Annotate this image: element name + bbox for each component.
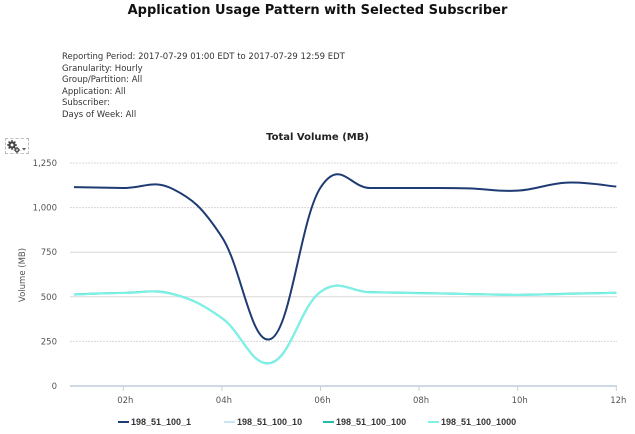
group-partition: Group/Partition: All [62,75,143,86]
x-axis: 02h 04h 06h 08h 10h 12h [117,386,626,406]
legend-label: 198_51_100_1000 [441,417,517,427]
legend-swatch [428,421,439,423]
legend-swatch [323,421,334,423]
reporting-period: Reporting Period: 2017-07-29 01:00 EDT t… [62,52,345,62]
svg-text:04h: 04h [216,396,232,406]
report-parameters: Reporting Period: 2017-07-29 01:00 EDT t… [62,52,345,122]
legend-label: 198_51_100_100 [336,417,407,427]
gears-icon [7,140,26,154]
legend-swatch [224,421,235,423]
y-axis-label: Volume (MB) [18,248,28,302]
svg-text:500: 500 [41,293,57,303]
chart-options-button[interactable] [5,138,29,154]
report-title: Application Usage Pattern with Selected … [127,3,508,18]
days-of-week: Days of Week: All [62,109,137,120]
svg-text:0: 0 [52,382,57,392]
caret-down-icon [22,148,26,151]
granularity: Granularity: Hourly [62,63,143,74]
application: Application: All [62,86,126,97]
y-axis: 0 250 500 750 1,000 1,250 [33,159,57,392]
legend-item-198-51-100-1000[interactable]: 198_51_100_1000 [428,417,516,427]
legend-item-198-51-100-100[interactable]: 198_51_100_100 [323,417,406,427]
series-lines [73,173,617,365]
svg-text:10h: 10h [512,396,528,406]
svg-text:1,000: 1,000 [33,204,57,214]
svg-text:06h: 06h [314,396,330,406]
subscriber: Subscriber: [62,98,110,109]
svg-text:12h: 12h [610,396,626,406]
legend-item-198-51-100-10[interactable]: 198_51_100_10 [224,417,302,427]
legend-swatch [118,421,129,423]
legend-item-198-51-100-1[interactable]: 198_51_100_1 [118,417,191,427]
legend-label: 198_51_100_1 [131,417,192,427]
series-line-198-51-100-1000[interactable] [73,284,617,365]
gridlines [70,162,617,387]
svg-text:1,250: 1,250 [33,159,57,169]
svg-text:08h: 08h [413,396,429,406]
svg-text:250: 250 [41,337,57,347]
legend-label: 198_51_100_10 [237,417,303,427]
svg-text:750: 750 [41,248,57,258]
series-line-198-51-100-1[interactable] [73,173,617,341]
svg-text:02h: 02h [117,396,133,406]
series-line-198-51-100-10[interactable] [73,284,617,365]
chart-title: Total Volume (MB) [266,132,369,143]
